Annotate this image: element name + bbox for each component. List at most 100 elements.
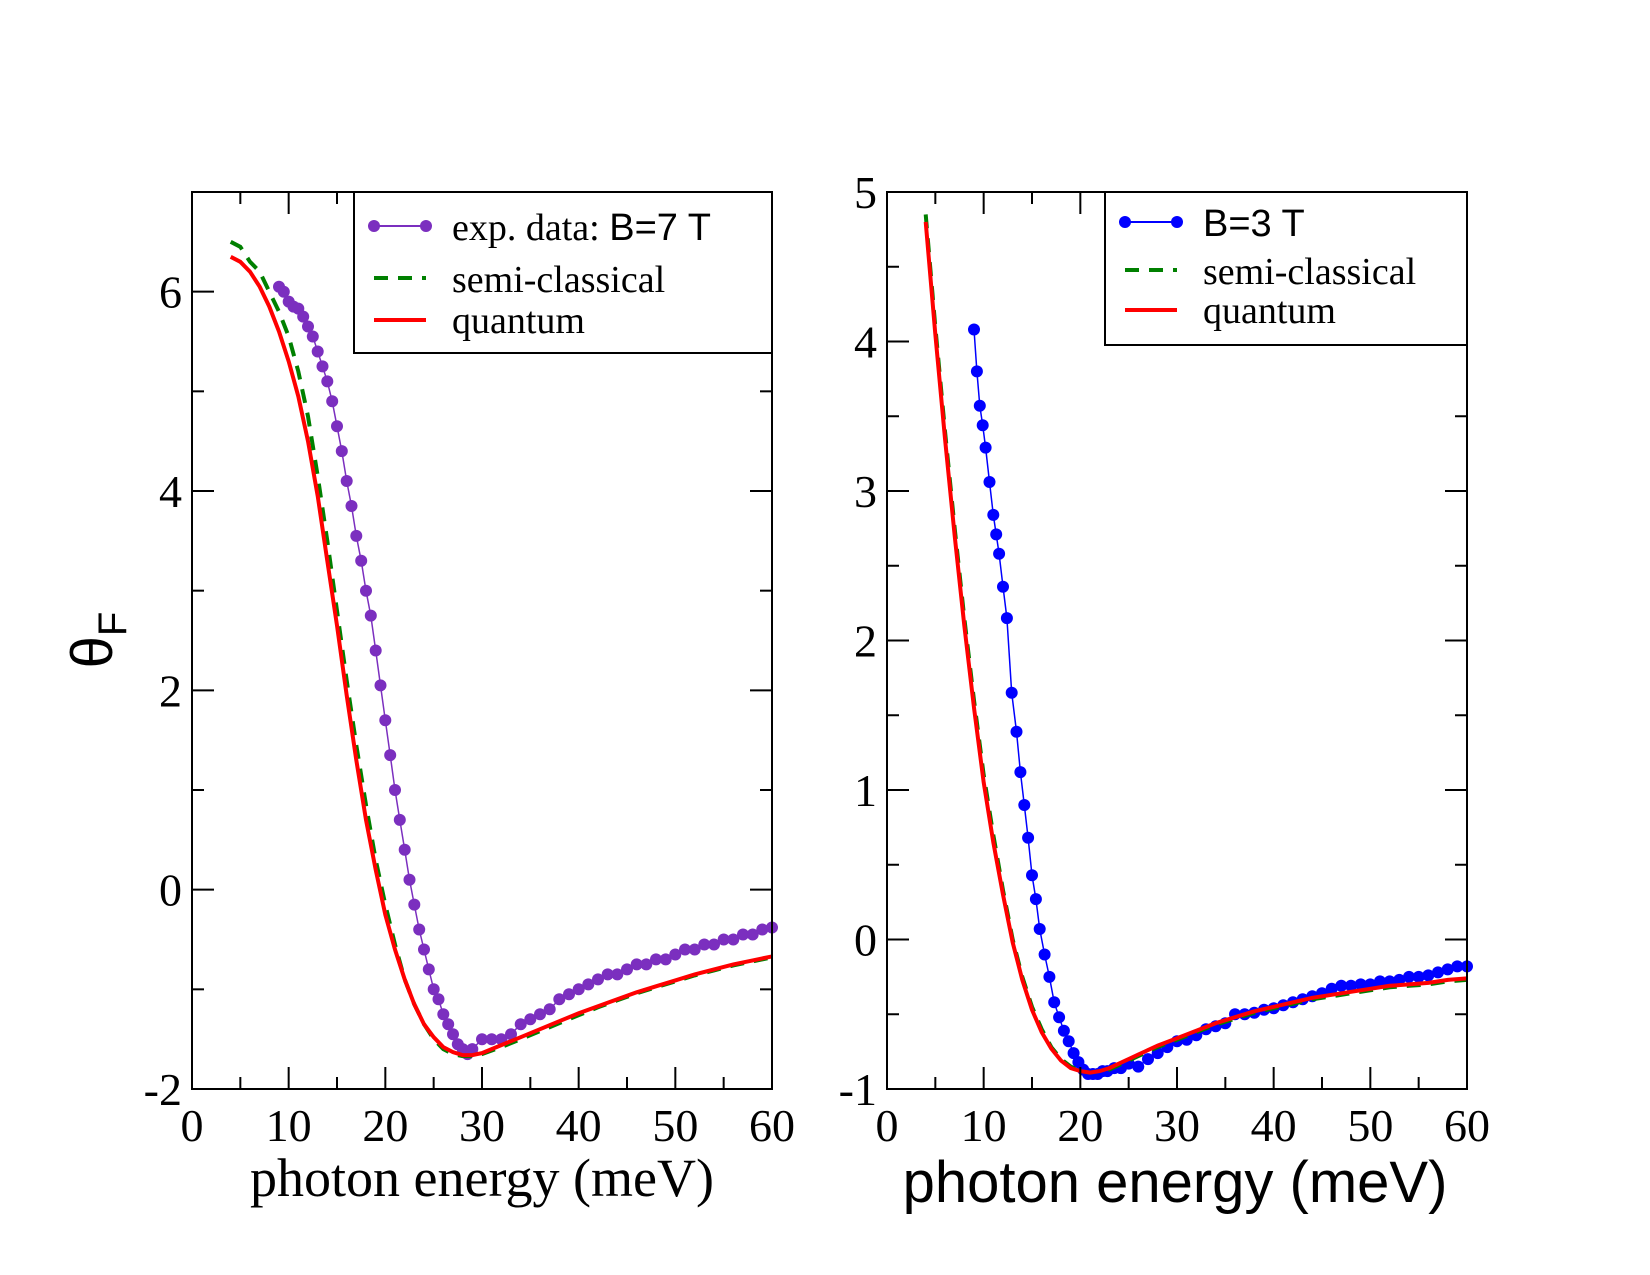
- left-legend-label-exp: exp. data: B=7 T: [452, 207, 711, 249]
- right-data-point: [987, 508, 1000, 521]
- left-data-point: [311, 345, 324, 358]
- right-data-point: [1026, 869, 1038, 882]
- left-legend-marker-exp-1: [368, 220, 380, 232]
- right-data-point: [997, 580, 1009, 593]
- left-data-point: [514, 1018, 527, 1031]
- right-data-point: [1048, 996, 1061, 1009]
- left-data-point: [442, 1018, 455, 1031]
- right-legend-entry-b3: B=3 T: [1119, 203, 1305, 245]
- right-x-tick-label: 50: [1347, 1100, 1393, 1151]
- left-data-point: [572, 983, 585, 996]
- left-data-point: [553, 993, 566, 1006]
- right-data-point: [1018, 799, 1031, 811]
- left-data-point: [408, 898, 421, 911]
- left-data-point: [379, 714, 392, 727]
- left-legend-label-semi: semi-classical: [452, 259, 665, 301]
- left-data-point: [582, 978, 595, 991]
- left-data-point: [335, 445, 348, 458]
- left-data-point: [543, 1003, 556, 1016]
- right-data-point: [976, 419, 989, 432]
- right-data-point: [1335, 979, 1348, 992]
- left-data-point: [427, 983, 440, 996]
- left-data-point: [369, 644, 382, 657]
- right-data-point: [1354, 978, 1367, 991]
- right-x-tick-label: 0: [876, 1100, 899, 1151]
- left-data-point: [524, 1013, 537, 1026]
- left-data-point: [403, 873, 416, 886]
- right-data-point: [979, 441, 992, 454]
- right-series-line-quantum: [923, 221, 1468, 1075]
- left-data-point: [331, 420, 343, 433]
- right-y-tick-label: 2: [854, 616, 877, 667]
- right-y-tick-label: -1: [839, 1064, 877, 1115]
- left-data-point: [389, 784, 401, 796]
- left-series-line-quantum: [229, 255, 773, 1058]
- left-data-point: [708, 938, 720, 951]
- right-data-point: [1412, 970, 1425, 983]
- right-data-point: [990, 528, 1003, 541]
- left-data-point: [669, 948, 682, 961]
- right-data-point: [1057, 1024, 1070, 1037]
- left-data-point: [621, 963, 633, 976]
- right-legend-label-semi: semi-classical: [1203, 251, 1416, 293]
- right-x-tick-label: 10: [961, 1100, 1007, 1151]
- right-data-point: [1053, 1011, 1066, 1024]
- right-data-point: [1000, 612, 1013, 625]
- left-data-point: [601, 968, 614, 981]
- left-x-tick-label: 40: [556, 1100, 602, 1151]
- left-data-point: [422, 963, 435, 976]
- left-data-point: [592, 973, 604, 986]
- right-y-tick-label: 4: [854, 317, 877, 368]
- left-data-point: [679, 943, 691, 956]
- left-y-tick-label: -2: [144, 1064, 182, 1115]
- right-legend-marker-b3-1: [1119, 216, 1131, 228]
- right-data-point: [1432, 966, 1444, 979]
- right-data-point: [1062, 1035, 1075, 1048]
- left-x-tick-label: 50: [652, 1100, 698, 1151]
- left-legend-entry-exp: exp. data: B=7 T: [368, 207, 711, 249]
- left-series-layer: [229, 240, 778, 1061]
- left-data-point: [756, 923, 769, 936]
- right-legend-label-quantum: quantum: [1203, 290, 1336, 332]
- right-data-point: [1014, 766, 1027, 779]
- left-data-point: [698, 938, 711, 951]
- right-series-layer: [923, 214, 1473, 1080]
- right-data-point: [1142, 1053, 1154, 1066]
- right-x-tick-label: 30: [1154, 1100, 1200, 1151]
- left-data-point: [432, 993, 445, 1006]
- right-data-point: [1325, 982, 1338, 995]
- left-data-point: [737, 928, 749, 941]
- left-x-tick-label: 30: [459, 1100, 505, 1151]
- left-data-point: [688, 943, 701, 956]
- right-y-tick-label: 0: [854, 915, 877, 966]
- left-x-tick-label: 0: [181, 1100, 204, 1151]
- right-data-point: [1374, 975, 1386, 988]
- left-data-point: [630, 958, 643, 971]
- right-data-point: [1132, 1060, 1145, 1073]
- left-legend-label-quantum: quantum: [452, 300, 585, 342]
- left-data-point: [277, 285, 290, 298]
- left-data-point: [326, 395, 339, 408]
- left-data-point: [485, 1033, 498, 1046]
- left-legend-box: [353, 191, 773, 354]
- right-data-point: [973, 399, 986, 412]
- right-data-point: [1451, 960, 1464, 973]
- left-legend-label-exp-sans: B=7 T: [609, 207, 711, 249]
- right-data-point: [1029, 893, 1042, 906]
- left-data-point: [746, 928, 759, 941]
- right-legend-entry-semi: semi-classical: [1125, 251, 1416, 293]
- right-data-point: [1403, 970, 1415, 983]
- left-legend-marker-exp-2: [420, 220, 432, 232]
- right-data-point: [983, 476, 996, 488]
- right-data-point: [1022, 831, 1035, 844]
- right-x-axis-title: photon energy (meV): [903, 1150, 1448, 1215]
- left-data-point: [505, 1028, 517, 1041]
- right-data-point: [968, 323, 980, 336]
- left-data-point: [321, 375, 334, 388]
- left-x-tick-label: 60: [749, 1100, 795, 1151]
- right-x-tick-label: 40: [1251, 1100, 1297, 1151]
- left-data-point: [384, 749, 397, 762]
- left-data-point: [563, 988, 575, 1001]
- left-x-axis-title: photon energy (meV): [250, 1148, 714, 1208]
- left-y-tick-label: 0: [159, 865, 182, 916]
